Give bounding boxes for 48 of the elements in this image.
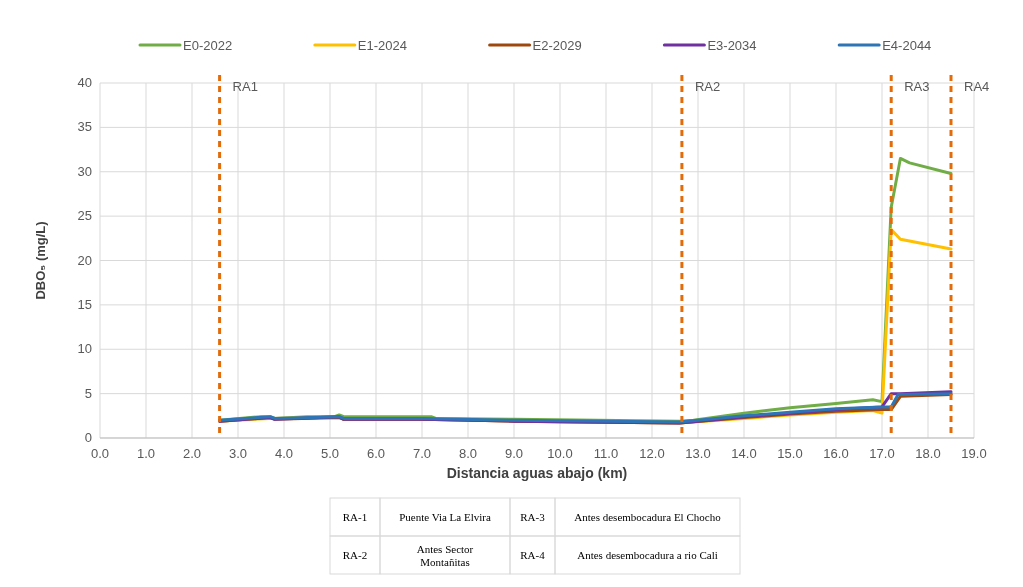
x-tick-label: 17.0 [869,446,895,461]
text: Antes desembocadura El Chocho [574,511,722,523]
y-tick-label: 35 [77,119,92,135]
y-tick-label: 0 [84,430,92,445]
x-tick-label: 8.0 [458,446,478,461]
x-tick-label: 0.0 [90,446,110,461]
x-tick-label: 16.0 [823,446,849,461]
text: Puente Via La Elvira [399,511,491,523]
y-tick-label: 20 [77,252,92,268]
x-tick-label: 15.0 [777,446,803,461]
y-tick-label: 30 [77,163,92,179]
x-tick-label: 7.0 [412,446,432,461]
x-tick-label: 14.0 [731,446,757,461]
text: RA-2 [342,549,368,561]
x-tick-label: 13.0 [685,446,711,461]
x-tick-label: 3.0 [228,446,248,461]
x-tick-label: 9.0 [504,446,524,461]
legend-label: E1-2024 [357,38,407,53]
x-tick-label: 18.0 [915,446,941,461]
ref-line-label: RA3 [904,79,930,94]
text: RA-1 [342,511,368,523]
y-tick-label: 40 [77,75,92,90]
ref-line-label: RA2 [694,79,721,94]
x-axis-title: Distancia aguas abajo (km) [446,465,628,481]
y-tick-label: 15 [77,296,92,312]
legend-label: E2-2029 [532,38,582,53]
x-tick-label: 10.0 [547,446,573,461]
text: RA-4 [520,549,546,561]
legend-label: E4-2044 [882,38,932,53]
x-tick-label: 11.0 [593,446,619,461]
x-tick-label: 4.0 [274,446,294,461]
ref-line-label: RA4 [964,79,990,94]
text: Antes Sector Montañitas [416,542,474,568]
y-axis-title: DBO₅ (mg/L) [33,221,48,300]
x-tick-label: 12.0 [639,446,665,461]
x-tick-label: 1.0 [136,446,156,461]
x-tick-label: 2.0 [182,446,202,461]
x-tick-label: 19.0 [961,446,987,461]
y-tick-label: 10 [77,341,92,357]
x-tick-label: 5.0 [320,446,340,461]
y-tick-label: 5 [84,385,92,401]
ref-line-label: RA1 [232,79,258,94]
y-tick-label: 25 [77,208,92,224]
legend-label: E3-2034 [707,38,757,53]
text: RA-3 [520,511,546,523]
legend-label: E0-2022 [183,38,233,53]
text: Antes desembocadura a rio Cali [577,549,718,561]
x-tick-label: 6.0 [366,446,386,461]
